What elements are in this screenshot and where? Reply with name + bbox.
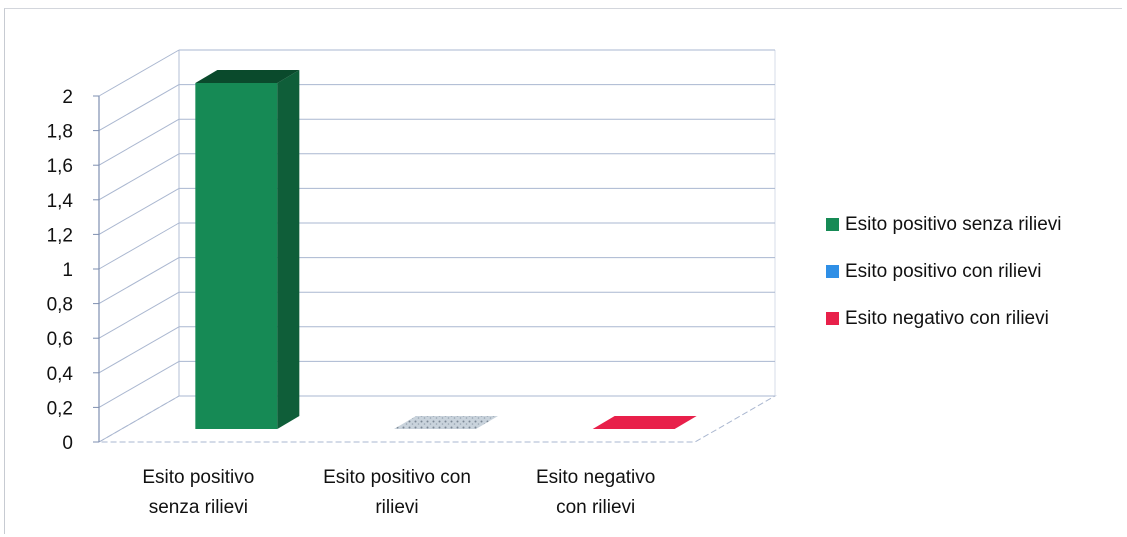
category-label: Esito negativo con rilievi (536, 467, 655, 518)
bar-1 (195, 70, 300, 429)
legend-swatch (826, 265, 839, 278)
legend-item: Esito positivo con rilievi (826, 261, 1041, 282)
legend-label: Esito positivo senza rilievi (845, 214, 1061, 235)
gridline-diagonal (98, 118, 180, 166)
y-tick-label: 1,8 (47, 122, 73, 143)
y-tick-label: 2 (62, 87, 73, 108)
y-tick-label: 1,6 (47, 156, 73, 177)
gridline-diagonal (98, 257, 180, 305)
y-tick-label: 1,4 (47, 191, 74, 212)
chart-frame (4, 8, 1122, 534)
bar-flat (592, 416, 697, 429)
legend-swatch (826, 218, 839, 231)
gridline-diagonal (98, 153, 180, 201)
category-label-line: rilievi (375, 497, 418, 518)
bar-3 (592, 416, 697, 429)
category-label-line: Esito negativo (536, 467, 655, 488)
gridline-diagonal (98, 49, 180, 97)
legend-swatch (826, 312, 839, 325)
bar-top (195, 70, 300, 83)
legend-item: Esito negativo con rilievi (826, 308, 1049, 329)
gridline-diagonal (98, 395, 180, 443)
gridline-diagonal (98, 291, 180, 339)
category-label-line: senza rilievi (149, 497, 248, 518)
y-tick-label: 0,4 (47, 364, 74, 385)
gridline-diagonal (98, 84, 180, 132)
legend: Esito positivo senza rilievi Esito positi… (826, 214, 1061, 329)
gridline-diagonal (98, 326, 180, 374)
category-label: Esito positivo senza rilievi (142, 467, 254, 518)
y-tick-label: 1 (62, 260, 73, 281)
legend-label: Esito positivo con rilievi (845, 261, 1041, 282)
gridline-diagonal (98, 222, 180, 270)
bars (195, 70, 697, 429)
legend-label: Esito negativo con rilievi (845, 308, 1049, 329)
legend-item: Esito positivo senza rilievi (826, 214, 1061, 235)
y-axis: 0 0,2 0,4 0,6 0,8 1 1,2 1,4 1,6 1,8 2 (47, 87, 100, 454)
gridline-diagonal (98, 187, 180, 235)
bar-side (277, 70, 300, 429)
y-tick-label: 0,6 (47, 329, 73, 350)
bar-front (195, 83, 278, 429)
y-tick-label: 0,2 (47, 398, 73, 419)
category-label-line: con rilievi (556, 497, 635, 518)
y-tick-label: 0 (62, 433, 73, 454)
bar-2 (394, 416, 498, 429)
bar-flat (394, 416, 498, 429)
y-tick-label: 1,2 (47, 225, 73, 246)
category-label-line: Esito positivo con (323, 467, 471, 488)
y-tick-label: 0,8 (47, 295, 73, 316)
category-label: Esito positivo con rilievi (323, 467, 471, 518)
category-label-line: Esito positivo (142, 467, 254, 488)
gridline-diagonal (98, 360, 180, 408)
